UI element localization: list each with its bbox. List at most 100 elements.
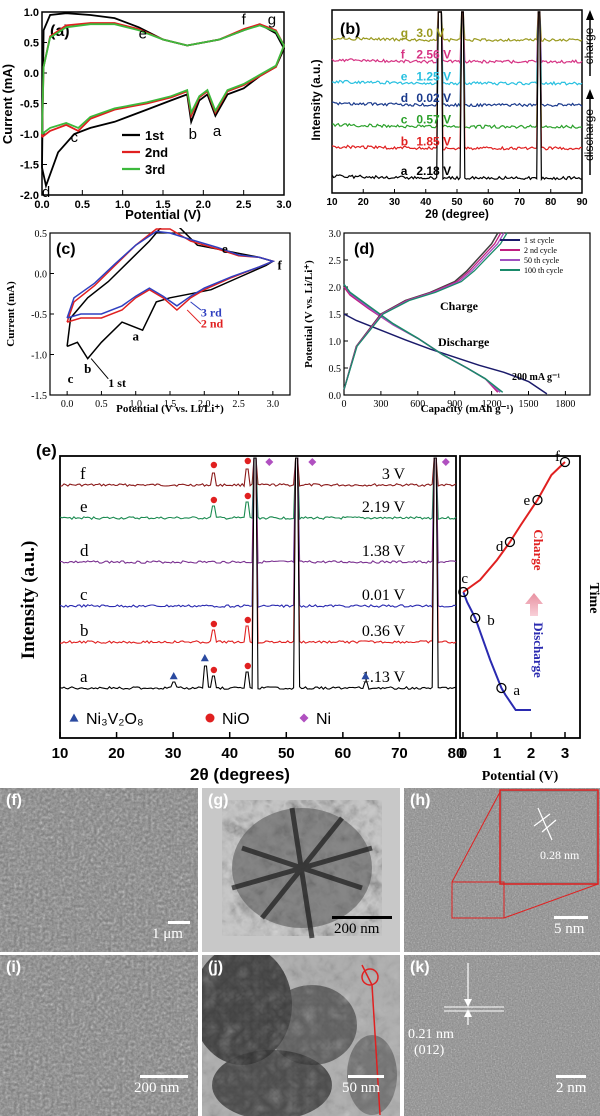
pattern-voltage-e: 1.25 V	[416, 69, 451, 83]
micrograph-k-texture	[404, 955, 600, 1116]
state-point-a	[496, 682, 507, 694]
y-tick-label: 0.5	[329, 364, 342, 375]
y-tick-label: -0.5	[31, 310, 47, 321]
state-point-b	[470, 612, 481, 624]
state-point-label-f: f	[555, 449, 560, 465]
pattern-voltage-d: 1.38 V	[362, 543, 406, 560]
ni-marker	[308, 458, 317, 466]
x-tick-label: 300	[373, 399, 388, 410]
x-tick-label: 0.5	[75, 199, 90, 211]
y-tick-label: 0.5	[24, 38, 39, 50]
charge-direction-arrow	[525, 593, 543, 616]
y-tick-label: 1.0	[24, 7, 39, 19]
nio-marker	[210, 666, 218, 674]
panel-a-chart: (a) 1.00.50.0-0.5-1.0-1.5-2.00.0 0.5 1.0 1.…	[0, 7, 292, 222]
peak-label-e: e	[222, 241, 228, 256]
peak-label-a: a	[213, 123, 222, 140]
x-tick-label: 0	[459, 745, 467, 762]
ni3v2o8-marker	[361, 672, 370, 680]
scale-label: 5 nm	[554, 921, 585, 937]
peak-label-c: c	[71, 129, 79, 146]
micrograph-f-texture	[0, 788, 198, 952]
peak-label-c: c	[68, 371, 74, 386]
scale-bar	[332, 916, 392, 919]
scale-label: 200 nm	[134, 1080, 180, 1096]
ni-marker	[265, 458, 274, 466]
y-tick-label: 0.5	[35, 229, 48, 240]
plot-frame	[331, 9, 583, 194]
discharge-label: discharge	[582, 109, 596, 161]
lattice-plane-annotation: (012)	[414, 1043, 445, 1058]
y-tick-label: 0.0	[35, 270, 48, 281]
pattern-id-d: d	[80, 541, 89, 560]
pattern-g	[331, 11, 583, 43]
y-axis-label: Current (mA)	[0, 64, 15, 144]
pattern-c	[331, 11, 582, 130]
scale-bar	[140, 1075, 188, 1078]
x-tick-label: 40	[221, 745, 238, 762]
pattern-e	[59, 457, 457, 521]
series-3 rd-line	[66, 230, 276, 319]
micrograph-f: (f) 1 μm	[0, 788, 198, 952]
x-tick-label: 1.5	[155, 199, 170, 211]
plot-frame	[59, 455, 457, 739]
x-axis-label: Capacity (mAh g⁻¹)	[421, 403, 514, 415]
charge-curve	[462, 461, 566, 593]
x-tick-label: 1.5	[164, 399, 177, 410]
pattern-d	[59, 457, 457, 564]
micrograph-label: (k)	[410, 959, 430, 976]
state-point-label-c: c	[461, 571, 468, 587]
x-tick-label: 0.5	[95, 399, 108, 410]
y-tick-label: 2.5	[329, 256, 342, 267]
pattern-id-c: c	[80, 585, 88, 604]
micrograph-h: (h) 0.28 nm 5 nm	[404, 788, 600, 952]
state-point-label-a: a	[513, 683, 520, 699]
x-tick-label: 10	[326, 197, 338, 208]
pattern-voltage-b: 0.36 V	[362, 623, 406, 640]
pattern-voltage-c: 0.01 V	[362, 587, 406, 604]
pattern-voltage-a: 2.18 V	[416, 164, 451, 178]
state-point-f	[559, 456, 571, 468]
pattern-id-b: b	[80, 621, 89, 640]
x-tick-label: 2.5	[232, 399, 245, 410]
panel-a: (a) 1.0 0.5 0.0 -0.5 -1.0 -1.5 -2.0 0.0 0.5 1.0 1.…	[0, 0, 300, 225]
scale-label: 50 nm	[342, 1080, 380, 1096]
x-tick-label: 50	[278, 745, 295, 762]
ni-marker	[441, 458, 450, 466]
series-2nd-line	[41, 22, 285, 138]
scale-bar	[168, 921, 190, 924]
legend: 1st 2nd 3rd	[122, 128, 168, 177]
state-point-e	[532, 494, 543, 506]
x-tick-label: 10	[52, 745, 69, 762]
panel-d: (d) 0.0 0.5 1.0 1.5 2.0 2.5 3.0 0 300 600 900 1200 1…	[300, 228, 600, 416]
panel-c-chart: (c) 0.5 0.0 -0.5 -1.0 -1.5 0.0 0.5 1.0 1.5 2.0 2.5…	[5, 228, 291, 415]
pattern-id-c: c	[401, 113, 408, 127]
pattern-f	[331, 11, 583, 66]
x-tick-label: 2.5	[236, 199, 251, 211]
series-100-th-cycle-line	[343, 283, 504, 393]
x-axis-label: 2θ (degree)	[425, 207, 489, 221]
pattern-voltage-d: 0.02 V	[416, 91, 451, 105]
pattern-e	[331, 11, 583, 86]
peak-label-f: f	[242, 11, 247, 28]
pattern-voltage-e: 2.19 V	[362, 499, 406, 516]
pattern-a	[59, 457, 457, 691]
right-x-axis-label: Potential (V)	[482, 769, 559, 784]
x-tick-label: 0	[342, 399, 347, 410]
x-tick-label: 0.0	[61, 399, 74, 410]
series-label-1 st: 1 st	[108, 376, 126, 390]
y-tick-label: 2.0	[329, 283, 342, 294]
panel-b-chart: (b) 10 20 30 40 50 60 70 80 90 g 3.0 V f 2.56 V e 1.25…	[309, 9, 596, 221]
x-tick-label: 40	[420, 197, 432, 208]
x-axis-label: Potential (V vs. Li/Li⁺)	[116, 403, 224, 415]
x-tick-label: 2.0	[196, 199, 211, 211]
micrograph-label: (h)	[410, 792, 431, 809]
y-tick-label: 0.0	[24, 68, 39, 80]
panel-c: (c) 0.5 0.0 -0.5 -1.0 -1.5 0.0 0.5 1.0 1.5 2.0 2.5…	[0, 228, 300, 416]
charge-arrowhead	[586, 10, 594, 20]
state-point-label-b: b	[487, 613, 495, 629]
micrograph-j-texture	[202, 955, 400, 1116]
legend-marker	[205, 713, 215, 723]
x-tick-label: 900	[447, 399, 462, 410]
legend-marker	[299, 713, 309, 723]
